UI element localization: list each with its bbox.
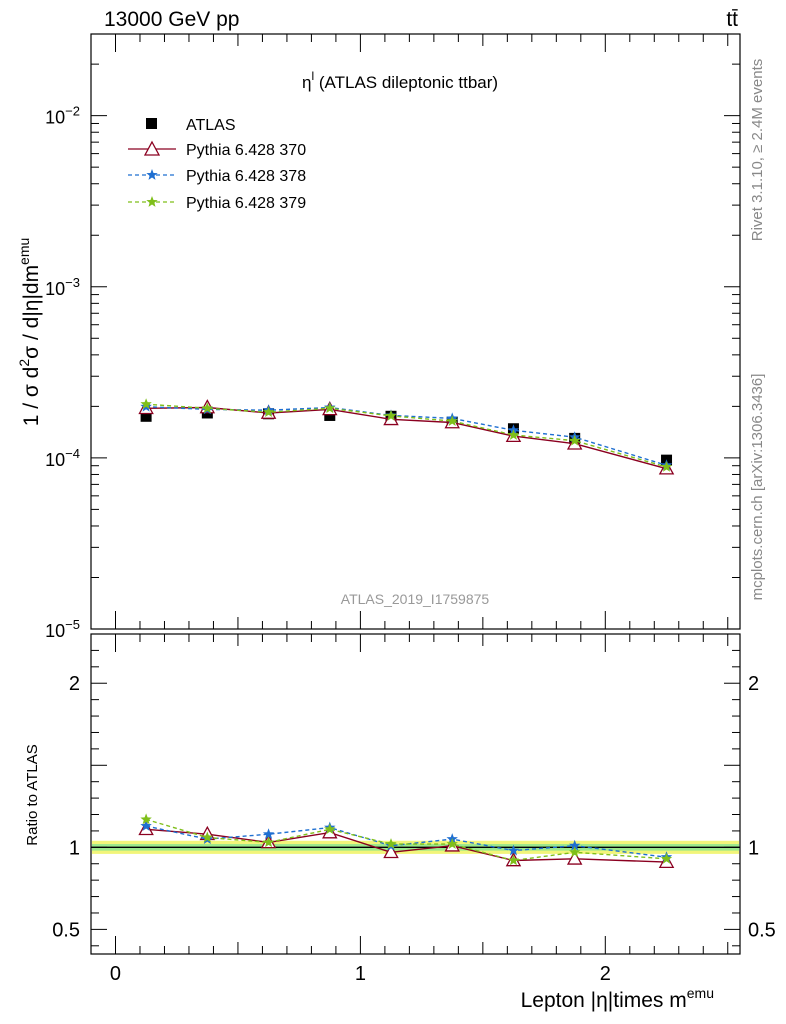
main-title-sup: l (311, 69, 314, 83)
main-axis-ticks (91, 33, 740, 630)
x-tick-label: 1 (355, 963, 366, 985)
main-series-2 (140, 400, 673, 471)
tick-exponent: −2 (65, 104, 80, 119)
tick-base: 10 (45, 279, 65, 299)
ratio-series-line (145, 825, 667, 858)
mcplots-label: mcplots.cern.ch [arXiv:1306.3436] (749, 374, 766, 601)
main-series-line (146, 406, 667, 466)
main-y-label: 1 / σ d2σ / d|η|dmemu (16, 238, 43, 427)
ratio-data-point (660, 852, 673, 864)
legend-label-pythia-370: Pythia 6.428 370 (186, 142, 306, 159)
ratio-data-point (507, 854, 520, 866)
ratio-y-tick-label: 0.5 (52, 919, 80, 941)
legend-marker-pythia-370 (143, 140, 161, 156)
main-series-line (146, 403, 667, 468)
legend-label-pythia-378: Pythia 6.428 378 (186, 168, 306, 185)
ratio-data-point (201, 831, 213, 843)
ratio-y-label: Ratio to ATLAS (24, 744, 41, 845)
legend-entry-atlas: ATLAS (146, 117, 236, 134)
energy-label: 13000 GeV pp (104, 8, 239, 31)
rivet-label: Rivet 3.1.10, ≥ 2.4M events (749, 59, 766, 242)
legend-marker-pythia-378 (146, 169, 158, 180)
legend-entry-pythia-370: Pythia 6.428 370 (128, 140, 306, 159)
main-data-point (383, 410, 399, 426)
x-label-main: Lepton |η|times m (521, 989, 687, 1012)
ratio-data-point (140, 813, 152, 825)
tick-exponent: −4 (65, 446, 80, 461)
x-axis-label: Lepton |η|times memu (521, 985, 714, 1012)
legend: ATLAS Pythia 6.428 370 Pythia 6.428 378 … (128, 117, 306, 212)
main-data-point (385, 409, 397, 421)
ratio-data-point (446, 838, 458, 849)
main-data-point (140, 398, 152, 409)
x-tick-label: 2 (600, 963, 611, 985)
legend-marker-atlas (146, 118, 157, 129)
ratio-data-point (507, 844, 520, 856)
main-data-point (324, 402, 336, 414)
ratio-tick-labels: 0.5 0.5 1 1 2 2 0 1 2 (52, 673, 776, 985)
main-series-1 (138, 399, 675, 475)
tick-exponent: −5 (65, 617, 80, 632)
ratio-data-point (262, 828, 275, 840)
main-data-point (569, 434, 581, 446)
ratio-y-tick-label-right: 1 (748, 837, 759, 859)
ratio-panel: 0.5 0.5 1 1 2 2 0 1 2 Ratio to ATLAS Lepton |η|t… (24, 633, 776, 1012)
main-y-tick-label: 10−5 (45, 617, 80, 641)
main-title-rest: (ATLAS dileptonic ttbar) (314, 73, 498, 92)
legend-label-pythia-379: Pythia 6.428 379 (186, 195, 306, 212)
main-data-point (507, 429, 520, 440)
ylabel-part-b: σ / d|η|dm (20, 265, 43, 359)
x-tick-label: 0 (110, 963, 121, 985)
main-y-tick-label: 10−4 (45, 446, 80, 470)
main-y-tick-label: 10−3 (45, 275, 80, 299)
main-data-point (201, 402, 213, 414)
legend-marker-pythia-379 (146, 196, 158, 207)
ylabel-sup-1: 2 (16, 359, 32, 367)
main-data-point (446, 415, 458, 426)
main-data-point (324, 409, 336, 421)
tick-base: 10 (45, 108, 65, 128)
main-frame (90, 33, 741, 630)
main-title: ηl (ATLAS dileptonic ttbar) (302, 69, 498, 92)
ratio-series-line (145, 818, 667, 862)
ratio-series-group (138, 813, 675, 869)
tick-base: 10 (45, 621, 65, 641)
legend-entry-pythia-379: Pythia 6.428 379 (128, 195, 306, 212)
ratio-frame (90, 633, 741, 955)
main-data-point (262, 406, 275, 417)
main-title-eta: η (302, 73, 311, 92)
process-label: tt̄ (726, 8, 738, 31)
ratio-data-point (569, 846, 581, 858)
main-series-group (138, 398, 675, 475)
ratio-axis-ticks (91, 634, 740, 954)
main-data-point (140, 410, 152, 422)
ratio-y-tick-label-right: 0.5 (748, 919, 776, 941)
legend-label-atlas: ATLAS (186, 117, 236, 134)
ratio-y-tick-label: 1 (69, 837, 80, 859)
ylabel-sup-2: emu (16, 238, 32, 265)
ratio-data-point (383, 843, 399, 859)
ratio-series-2 (140, 813, 673, 866)
tick-exponent: −3 (65, 275, 80, 290)
main-series-3 (140, 398, 673, 472)
legend-entry-pythia-378: Pythia 6.428 378 (128, 168, 306, 185)
ratio-data-point (140, 820, 152, 831)
analysis-watermark: ATLAS_2019_I1759875 (341, 591, 490, 607)
ylabel-part-a: 1 / σ d (20, 367, 43, 427)
ratio-y-tick-label: 2 (69, 673, 80, 695)
main-y-tick-label: 10−2 (45, 104, 80, 128)
main-panel: 10−510−410−310−2 ηl (ATLAS dileptonic tt… (16, 33, 741, 641)
ratio-data-point (385, 838, 397, 849)
ratio-data-point (262, 836, 275, 848)
ratio-data-point (566, 850, 583, 865)
x-label-sup: emu (687, 985, 714, 1001)
main-data-point (660, 461, 673, 472)
tick-base: 10 (45, 450, 65, 470)
ratio-data-point (324, 823, 336, 835)
ratio-y-tick-label-right: 2 (748, 673, 759, 695)
main-y-tick-labels: 10−510−410−310−2 (45, 104, 80, 641)
ratio-data-point (569, 839, 581, 851)
